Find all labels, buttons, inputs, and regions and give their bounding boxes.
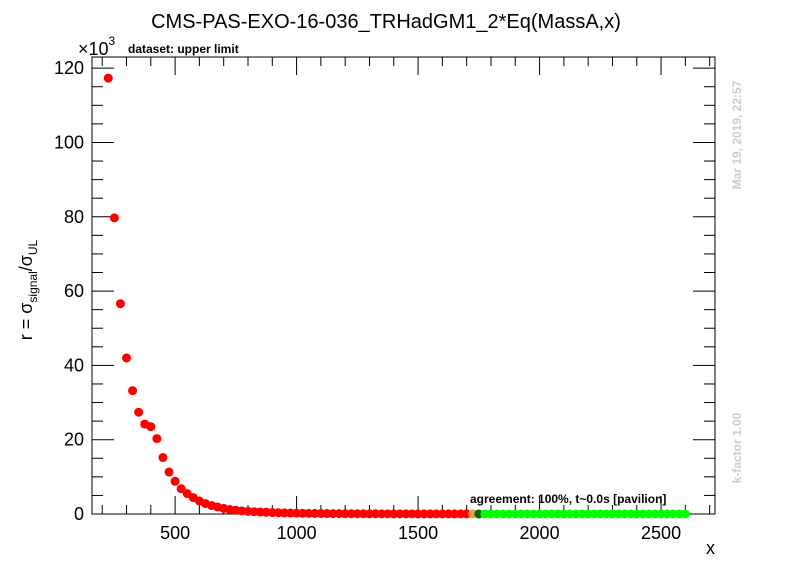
x-tick-label: 2500 <box>641 523 681 543</box>
y-tick-label: 20 <box>64 430 84 450</box>
x-axis-label: x <box>706 538 715 558</box>
data-point <box>103 73 113 83</box>
plot-frame <box>91 56 716 515</box>
data-point <box>176 484 186 494</box>
data-point <box>170 476 180 486</box>
kfactor-side-text: k-factor 1.00 <box>730 412 744 483</box>
x-tick-label: 1500 <box>398 523 438 543</box>
axes: 500 1000 1500 2000 2500 0 20 40 60 80 100 120 <box>54 56 716 543</box>
y-tick-label: 120 <box>54 58 84 78</box>
chart-title: CMS-PAS-EXO-16-036_TRHadGM1_2*Eq(MassA,x… <box>151 11 621 33</box>
data-point <box>134 407 144 417</box>
agreement-annotation: agreement: 100%, t~0.0s [pavilion] <box>470 492 666 506</box>
data-point <box>109 213 119 223</box>
data-point <box>115 299 125 309</box>
x-tick-label: 500 <box>160 523 190 543</box>
x-tick-label: 1000 <box>277 523 317 543</box>
y-tick-label: 80 <box>64 207 84 227</box>
data-point <box>128 386 138 396</box>
y-multiplier: ×103 <box>78 34 116 59</box>
x-tick-label: 2000 <box>520 523 560 543</box>
timestamp-side-text: Mar 19, 2019, 22:57 <box>730 80 744 189</box>
data-point <box>158 453 168 463</box>
legend-label: dataset: upper limit <box>128 42 239 56</box>
y-tick-label: 0 <box>74 504 84 524</box>
y-axis-label: r = σsignal/σUL <box>16 239 40 340</box>
y-tick-label: 60 <box>64 281 84 301</box>
y-tick-label: 100 <box>54 132 84 152</box>
data-point <box>122 353 132 363</box>
data-points <box>103 73 690 519</box>
data-point <box>152 434 162 444</box>
data-point <box>680 509 690 519</box>
data-point <box>146 422 156 432</box>
y-tick-label: 40 <box>64 355 84 375</box>
data-point <box>164 467 174 477</box>
